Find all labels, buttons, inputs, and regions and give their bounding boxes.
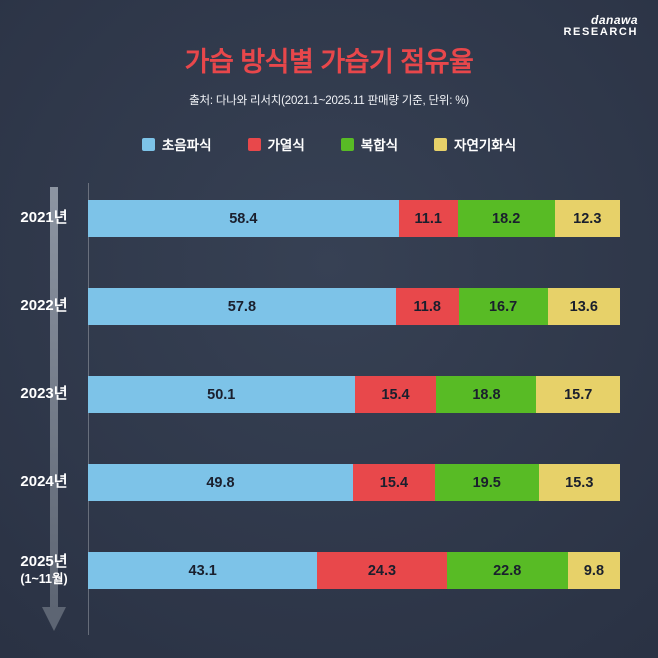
bar-segment-hybrid: 19.5 bbox=[434, 464, 539, 501]
bar-segment-heated: 24.3 bbox=[317, 552, 447, 589]
stacked-bar: 50.1 15.4 18.8 15.7 bbox=[88, 376, 620, 413]
segment-value: 16.7 bbox=[488, 298, 518, 315]
segment-value: 50.1 bbox=[207, 386, 236, 403]
segment-value: 15.4 bbox=[381, 386, 410, 403]
segment-value: 18.2 bbox=[492, 210, 521, 227]
bar-segment-heated: 11.1 bbox=[398, 200, 458, 237]
segment-value: 12.3 bbox=[573, 210, 602, 227]
legend-item-natural-evaporative: 자연기화식 bbox=[434, 134, 516, 154]
year-label: 2024년 bbox=[20, 473, 68, 491]
legend-swatch-ultrasonic bbox=[141, 137, 155, 151]
segment-value: 11.8 bbox=[413, 298, 441, 315]
year-label: 2021년 bbox=[20, 209, 68, 227]
chart-row-3: 2023년 50.1 15.4 18.8 15.7 bbox=[0, 376, 658, 413]
bar-segment-hybrid: 16.7 bbox=[458, 288, 548, 325]
bar-segment-ultrasonic: 58.4 bbox=[88, 200, 399, 237]
legend-item-hybrid: 복합식 bbox=[340, 134, 399, 154]
year-label: 2023년 bbox=[20, 385, 68, 403]
segment-value: 49.8 bbox=[206, 474, 235, 491]
bar-segment-hybrid: 18.8 bbox=[436, 376, 537, 413]
danawa-research-logo: danawa RESEARCH bbox=[563, 14, 638, 38]
legend-swatch-natural-evaporative bbox=[434, 137, 448, 151]
legend-label-natural-evaporative: 자연기화식 bbox=[454, 138, 517, 153]
segment-value: 24.3 bbox=[367, 562, 397, 579]
bar-segment-ultrasonic: 49.8 bbox=[88, 464, 353, 501]
legend-label-ultrasonic: 초음파식 bbox=[161, 138, 212, 153]
legend-swatch-heated bbox=[247, 137, 261, 151]
bar-segment-heated: 15.4 bbox=[352, 464, 435, 501]
segment-value: 22.8 bbox=[493, 562, 522, 579]
segment-value: 15.4 bbox=[379, 474, 409, 491]
segment-value: 57.8 bbox=[227, 298, 257, 315]
bar-segment-hybrid: 22.8 bbox=[446, 552, 568, 589]
stacked-bar: 57.8 11.8 16.7 13.6 bbox=[88, 288, 620, 325]
bar-segment-natural-evaporative: 15.3 bbox=[538, 464, 620, 501]
legend-label-hybrid: 복합식 bbox=[360, 138, 399, 153]
stacked-bar: 58.4 11.1 18.2 12.3 bbox=[88, 200, 620, 237]
stacked-bar: 43.1 24.3 22.8 9.8 bbox=[88, 552, 621, 589]
legend-label-heated: 가열식 bbox=[267, 138, 305, 153]
segment-value: 9.8 bbox=[583, 562, 605, 579]
chart-row-2: 2022년 57.8 11.8 16.7 13.6 bbox=[0, 288, 658, 325]
arrow-down-icon bbox=[42, 607, 66, 631]
timeline-arrow bbox=[42, 187, 66, 633]
legend-item-ultrasonic: 초음파식 bbox=[141, 134, 212, 154]
chart-row-1: 2021년 58.4 11.1 18.2 12.3 bbox=[0, 200, 658, 237]
legend-item-heated: 가열식 bbox=[247, 134, 305, 154]
chart-rows: 2021년 58.4 11.1 18.2 12.3 2022년 57.8 11.8 16.7 13… bbox=[0, 187, 658, 589]
segment-value: 13.6 bbox=[569, 298, 598, 315]
page-title: 가습 방식별 가습기 점유율 bbox=[184, 47, 474, 77]
chart-row-5: 2025년 (1~11월) 43.1 24.3 22.8 9.8 bbox=[0, 552, 658, 589]
chart-legend: 초음파식 가열식 복합식 자연기화식 bbox=[0, 134, 658, 154]
legend-swatch-hybrid bbox=[340, 137, 354, 151]
bar-segment-heated: 11.8 bbox=[395, 288, 459, 325]
segment-value: 19.5 bbox=[472, 474, 501, 491]
bar-segment-heated: 15.4 bbox=[354, 376, 437, 413]
bar-segment-natural-evaporative: 15.7 bbox=[536, 376, 620, 413]
source-note: 출처: 다나와 리서치(2021.1~2025.11 판매량 기준, 단위: %… bbox=[189, 95, 469, 107]
bar-segment-natural-evaporative: 9.8 bbox=[567, 552, 621, 589]
bar-segment-hybrid: 18.2 bbox=[457, 200, 555, 237]
logo-danawa-text: danawa bbox=[590, 13, 638, 27]
segment-value: 11.1 bbox=[414, 210, 442, 227]
logo-research-text: RESEARCH bbox=[563, 25, 638, 38]
bar-segment-natural-evaporative: 13.6 bbox=[547, 288, 620, 325]
bar-segment-natural-evaporative: 12.3 bbox=[554, 200, 620, 237]
year-label: 2025년 (1~11월) bbox=[20, 553, 68, 587]
stacked-bar-chart: 2021년 58.4 11.1 18.2 12.3 2022년 57.8 11.8 16.7 13… bbox=[0, 183, 658, 658]
bar-segment-ultrasonic: 50.1 bbox=[88, 376, 355, 413]
segment-value: 43.1 bbox=[188, 562, 217, 579]
segment-value: 58.4 bbox=[229, 210, 258, 227]
stacked-bar: 49.8 15.4 19.5 15.3 bbox=[88, 464, 620, 501]
segment-value: 15.3 bbox=[565, 474, 594, 491]
arrow-shaft bbox=[50, 187, 58, 609]
bar-segment-ultrasonic: 43.1 bbox=[88, 552, 318, 589]
chart-row-4: 2024년 49.8 15.4 19.5 15.3 bbox=[0, 464, 658, 501]
segment-value: 15.7 bbox=[564, 386, 593, 403]
segment-value: 18.8 bbox=[472, 386, 501, 403]
bar-segment-ultrasonic: 57.8 bbox=[88, 288, 396, 325]
year-label: 2022년 bbox=[20, 297, 68, 315]
